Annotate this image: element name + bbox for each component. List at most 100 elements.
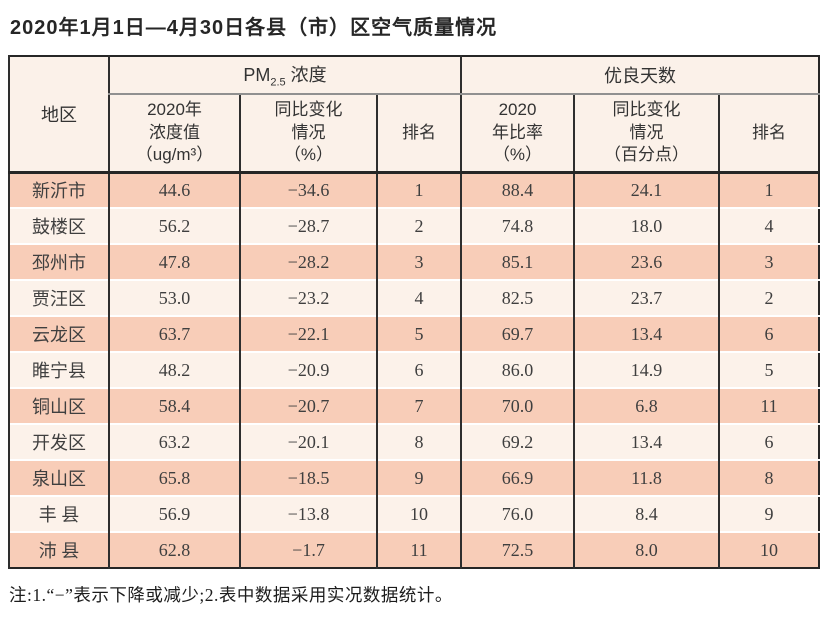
- good-change-cell: 24.1: [573, 171, 719, 208]
- region-cell: 开发区: [8, 423, 109, 460]
- good-rank-cell: 6: [717, 315, 820, 352]
- pm-change-cell: −18.5: [239, 459, 377, 496]
- pm-value-cell: 53.0: [108, 279, 240, 316]
- pm-rank-cell: 3: [376, 243, 461, 280]
- region-cell: 睢宁县: [8, 351, 109, 388]
- col-header-region: 地区: [8, 56, 109, 174]
- region-cell: 铜山区: [8, 387, 109, 424]
- table-row: 贾汪区 53.0 −23.2 4 82.5 23.7 2: [8, 279, 820, 316]
- good-rate-cell: 69.7: [460, 315, 574, 352]
- table-body: 新沂市 44.6 −34.6 1 88.4 24.1 1 鼓楼区 56.2 −2…: [8, 171, 820, 568]
- good-change-cell: 13.4: [573, 423, 719, 460]
- table-row: 泉山区 65.8 −18.5 9 66.9 11.8 8: [8, 459, 820, 496]
- col-header-pm-change: 同比变化 情况 （%）: [239, 94, 377, 174]
- pm-rank-cell: 10: [376, 495, 461, 532]
- good-change-cell: 23.6: [573, 243, 719, 280]
- table-row: 沛 县 62.8 −1.7 11 72.5 8.0 10: [8, 531, 820, 568]
- pm-change-cell: −28.7: [239, 207, 377, 244]
- table-row: 鼓楼区 56.2 −28.7 2 74.8 18.0 4: [8, 207, 820, 244]
- pm-value-cell: 47.8: [108, 243, 240, 280]
- table-row: 丰 县 56.9 −13.8 10 76.0 8.4 9: [8, 495, 820, 532]
- pm-rank-cell: 8: [376, 423, 461, 460]
- good-rank-cell: 1: [717, 171, 820, 208]
- footnote: 注:1.“−”表示下降或减少;2.表中数据采用实况数据统计。: [9, 585, 453, 605]
- good-rate-cell: 82.5: [460, 279, 574, 316]
- col-header-good-rate: 2020 年比率 （%）: [460, 94, 574, 174]
- pm-value-cell: 48.2: [108, 351, 240, 388]
- region-cell: 丰 县: [8, 495, 109, 532]
- good-change-cell: 14.9: [573, 351, 719, 388]
- good-rate-cell: 88.4: [460, 171, 574, 208]
- region-cell: 邳州市: [8, 243, 109, 280]
- pm-value-cell: 65.8: [108, 459, 240, 496]
- pm-rank-cell: 1: [376, 171, 461, 208]
- pm-rank-cell: 7: [376, 387, 461, 424]
- region-cell: 贾汪区: [8, 279, 109, 316]
- pm-change-cell: −22.1: [239, 315, 377, 352]
- good-change-cell: 11.8: [573, 459, 719, 496]
- good-rank-cell: 2: [717, 279, 820, 316]
- good-rate-cell: 85.1: [460, 243, 574, 280]
- good-change-cell: 13.4: [573, 315, 719, 352]
- pm-change-cell: −1.7: [239, 531, 377, 568]
- pm-value-cell: 56.2: [108, 207, 240, 244]
- pm25-label-subscript: 2.5: [270, 76, 286, 89]
- region-cell: 新沂市: [8, 171, 109, 208]
- table-row: 邳州市 47.8 −28.2 3 85.1 23.6 3: [8, 243, 820, 280]
- pm25-label-suffix: 浓度: [285, 65, 327, 86]
- good-rank-cell: 4: [717, 207, 820, 244]
- pm-value-cell: 63.7: [108, 315, 240, 352]
- table-row: 铜山区 58.4 −20.7 7 70.0 6.8 11: [8, 387, 820, 424]
- good-change-cell: 8.0: [573, 531, 719, 568]
- pm25-label-prefix: PM: [243, 65, 271, 86]
- good-rank-cell: 9: [717, 495, 820, 532]
- pm-rank-cell: 6: [376, 351, 461, 388]
- pm-change-cell: −20.1: [239, 423, 377, 460]
- header-group-row: 地区 PM2.5 浓度 优良天数: [8, 56, 820, 174]
- good-rank-cell: 5: [717, 351, 820, 388]
- good-rate-cell: 69.2: [460, 423, 574, 460]
- good-change-cell: 23.7: [573, 279, 719, 316]
- col-header-pm-rank: 排名: [376, 94, 461, 174]
- pm-value-cell: 56.9: [108, 495, 240, 532]
- pm-value-cell: 62.8: [108, 531, 240, 568]
- good-rate-cell: 70.0: [460, 387, 574, 424]
- table-row: 开发区 63.2 −20.1 8 69.2 13.4 6: [8, 423, 820, 460]
- good-rank-cell: 8: [717, 459, 820, 496]
- header-sub-row: 2020年 浓度值 （ug/m³） 同比变化 情况 （%） 排名 2020 年比…: [9, 94, 820, 174]
- good-change-cell: 8.4: [573, 495, 719, 532]
- pm-rank-cell: 2: [376, 207, 461, 244]
- good-rank-cell: 10: [717, 531, 820, 568]
- pm-change-cell: −23.2: [239, 279, 377, 316]
- pm-value-cell: 63.2: [108, 423, 240, 460]
- pm-rank-cell: 5: [376, 315, 461, 352]
- good-change-cell: 6.8: [573, 387, 719, 424]
- table-row: 新沂市 44.6 −34.6 1 88.4 24.1 1: [8, 171, 820, 208]
- pm-rank-cell: 9: [376, 459, 461, 496]
- region-cell: 沛 县: [8, 531, 109, 568]
- good-rate-cell: 76.0: [460, 495, 574, 532]
- good-rank-cell: 3: [717, 243, 820, 280]
- col-group-good-days: 优良天数: [459, 56, 820, 95]
- good-change-cell: 18.0: [573, 207, 719, 244]
- col-header-good-change: 同比变化 情况 （百分点）: [573, 94, 719, 174]
- pm-value-cell: 58.4: [108, 387, 240, 424]
- good-rank-cell: 6: [717, 423, 820, 460]
- good-rate-cell: 86.0: [460, 351, 574, 388]
- page-title: 2020年1月1日—4月30日各县（市）区空气质量情况: [10, 17, 498, 39]
- good-rank-cell: 11: [717, 387, 820, 424]
- pm-change-cell: −20.9: [239, 351, 377, 388]
- region-cell: 泉山区: [8, 459, 109, 496]
- good-rate-cell: 72.5: [460, 531, 574, 568]
- pm-change-cell: −13.8: [239, 495, 377, 532]
- table-header: 地区 PM2.5 浓度 优良天数 2020年 浓度值 （ug/m³） 同比变化 …: [8, 56, 820, 174]
- region-cell: 云龙区: [8, 315, 109, 352]
- pm-value-cell: 44.6: [108, 171, 240, 208]
- region-cell: 鼓楼区: [8, 207, 109, 244]
- pm-change-cell: −20.7: [239, 387, 377, 424]
- col-header-good-rank: 排名: [717, 94, 820, 174]
- pm-change-cell: −34.6: [239, 171, 377, 208]
- good-rate-cell: 66.9: [460, 459, 574, 496]
- col-header-pm-value: 2020年 浓度值 （ug/m³）: [108, 94, 240, 174]
